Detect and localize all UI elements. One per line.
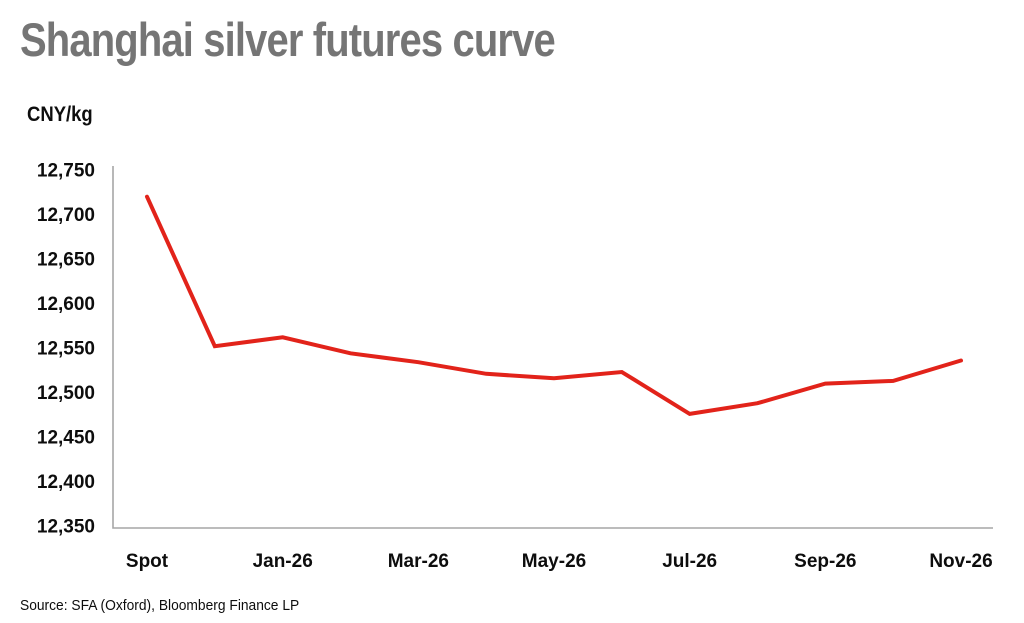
y-axis-unit-label: CNY/kg: [27, 103, 93, 126]
y-axis-tick-label: 12,650: [37, 250, 95, 271]
x-axis-tick-label: Jan-26: [253, 551, 313, 572]
x-axis-tick-label: Spot: [126, 551, 169, 572]
y-axis-tick-label: 12,450: [37, 428, 95, 449]
y-axis-tick-label: 12,500: [37, 383, 95, 404]
x-axis-tick-label: May-26: [522, 551, 586, 572]
y-axis-tick-label: 12,600: [37, 294, 95, 315]
chart-title: Shanghai silver futures curve: [20, 13, 556, 66]
source-note: Source: SFA (Oxford), Bloomberg Finance …: [20, 597, 300, 614]
axis-lines: [112, 166, 993, 529]
y-axis-tick-label: 12,750: [37, 161, 95, 182]
x-axis-tick-label: Mar-26: [388, 551, 449, 572]
x-axis-tick-label: Nov-26: [929, 551, 992, 572]
y-axis-tick-label: 12,400: [37, 472, 95, 493]
x-axis-tick-label: Sep-26: [794, 551, 856, 572]
x-axis-tick-label: Jul-26: [662, 551, 717, 572]
y-axis-tick-label: 12,700: [37, 205, 95, 226]
futures-curve-line: [145, 194, 963, 416]
y-axis-tick-label: 12,350: [37, 517, 95, 538]
y-axis-tick-label: 12,550: [37, 339, 95, 360]
